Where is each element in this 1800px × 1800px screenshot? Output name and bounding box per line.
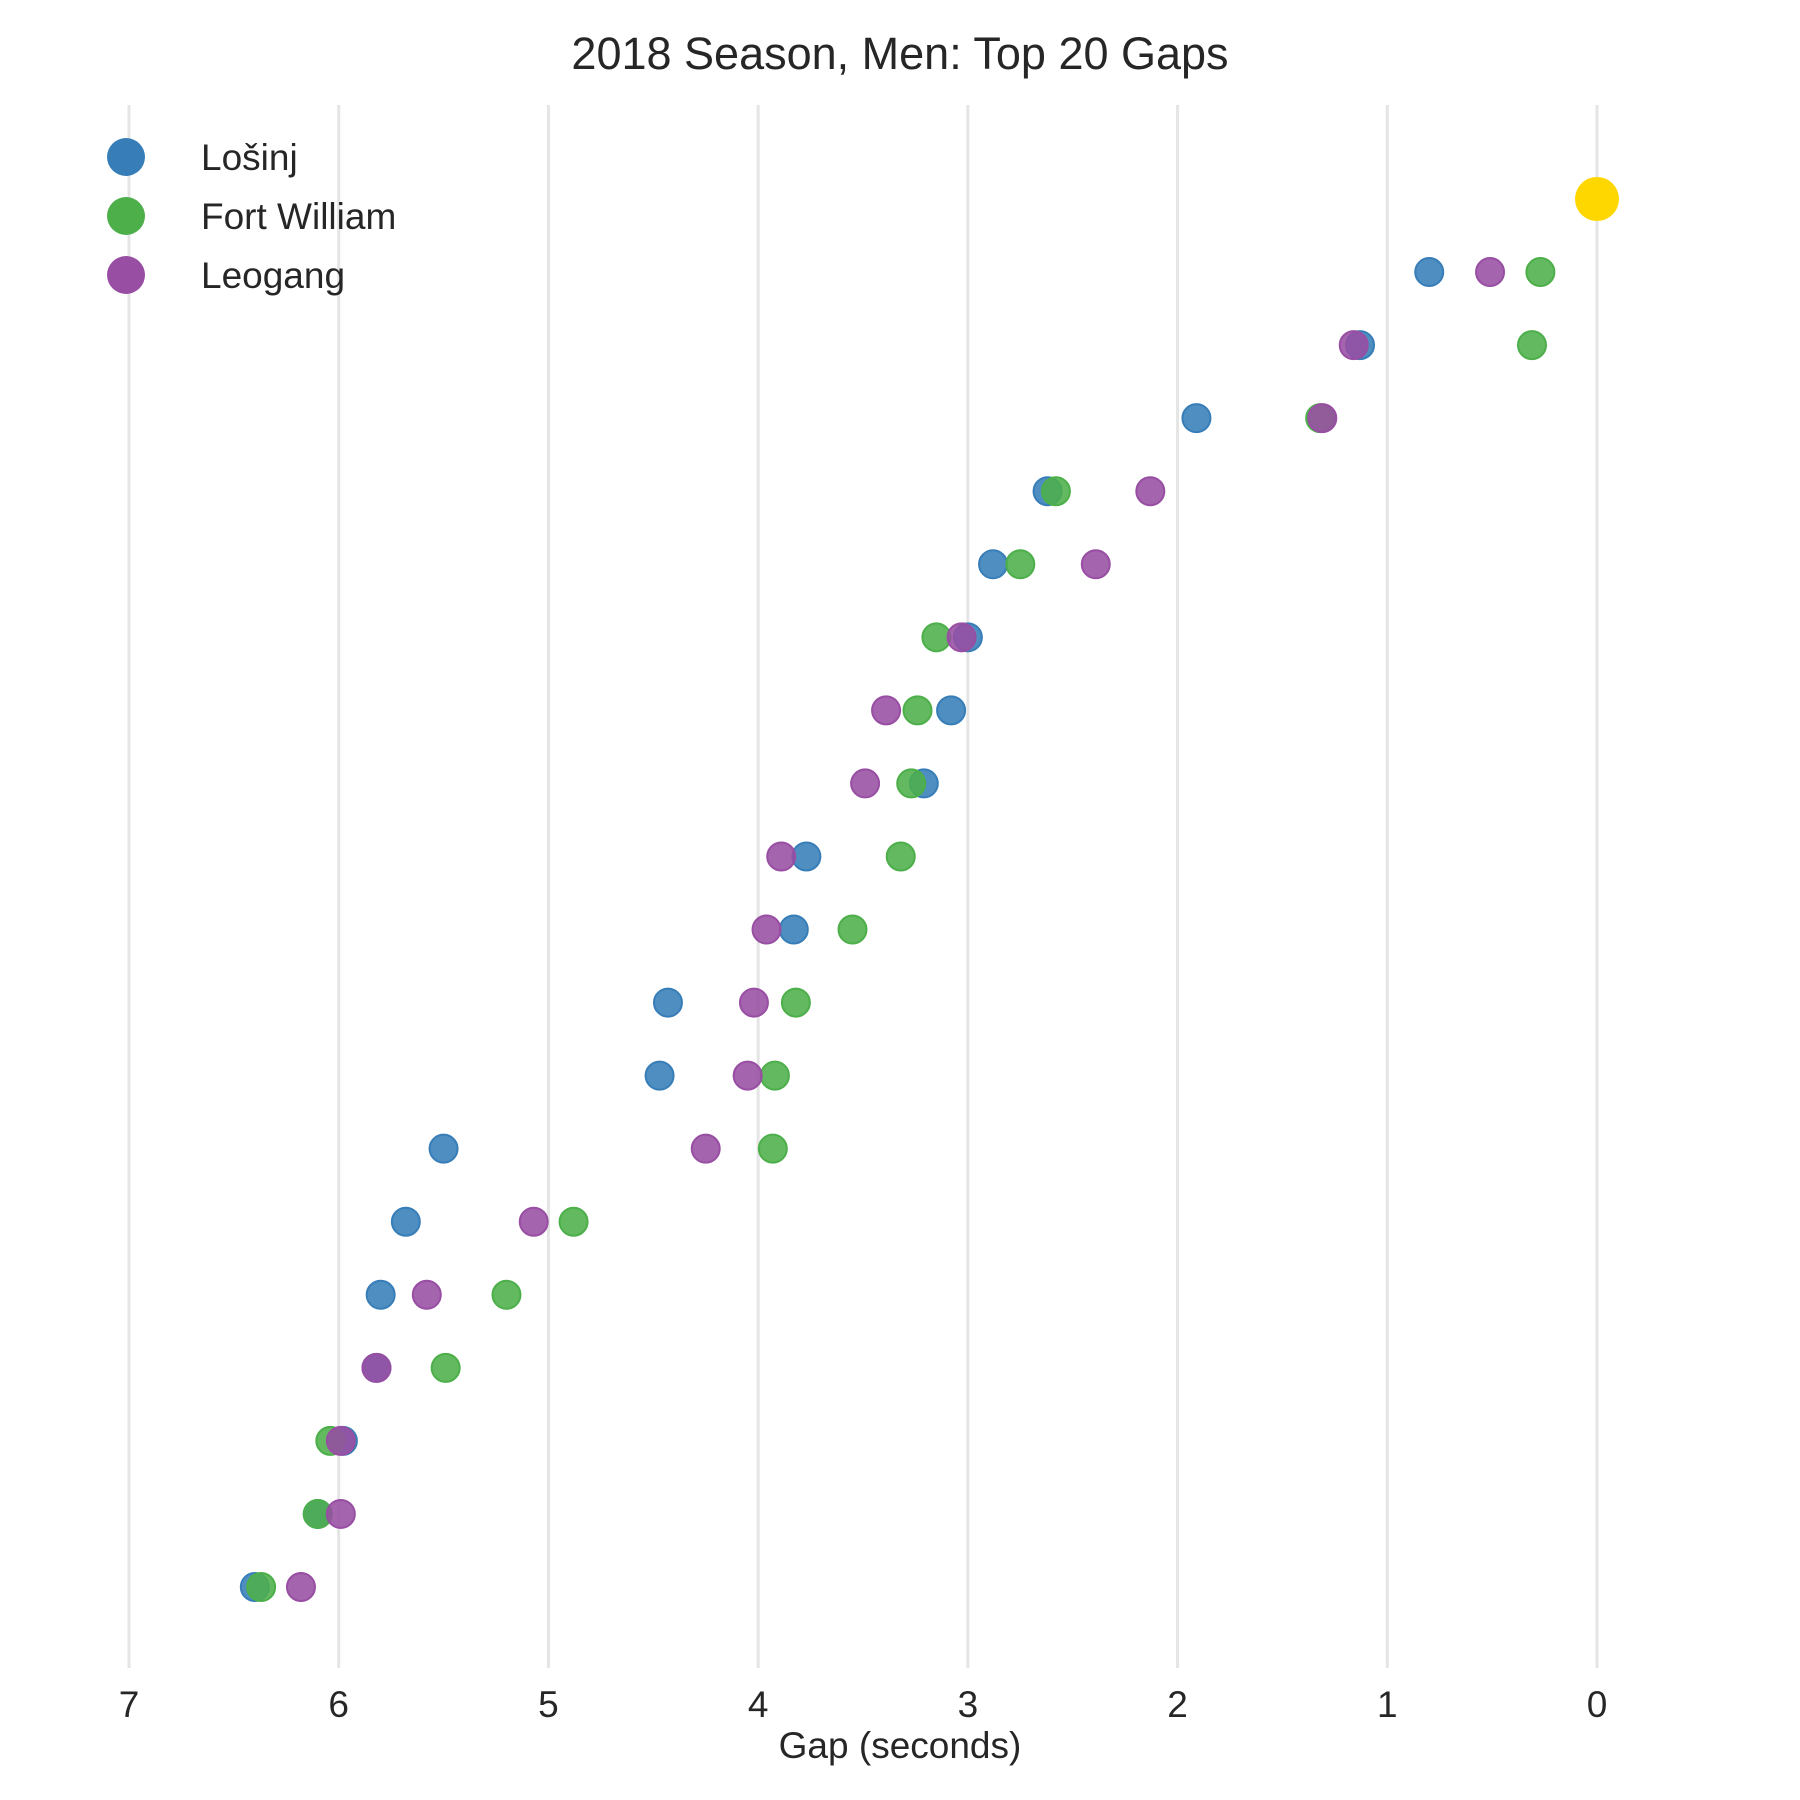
data-point xyxy=(751,914,782,945)
x-tick-label: 7 xyxy=(119,1684,140,1725)
data-point xyxy=(738,987,769,1018)
grid-lines xyxy=(127,105,1599,1668)
data-point xyxy=(1475,257,1506,288)
legend: Lošinj Fort William Leogang xyxy=(107,137,396,296)
data-point xyxy=(558,1206,589,1237)
leader-point xyxy=(1575,177,1619,221)
data-point xyxy=(885,841,916,872)
x-tick-label: 2 xyxy=(1167,1684,1188,1725)
data-point xyxy=(780,987,811,1018)
legend-marker xyxy=(107,256,145,294)
data-point xyxy=(732,1060,763,1091)
data-point xyxy=(902,695,933,726)
data-point xyxy=(1307,403,1338,434)
data-point xyxy=(365,1279,396,1310)
data-point xyxy=(361,1352,392,1383)
data-point xyxy=(871,695,902,726)
x-tick-label: 4 xyxy=(748,1684,769,1725)
data-point xyxy=(644,1060,675,1091)
data-point xyxy=(285,1572,316,1602)
data-point xyxy=(896,768,927,799)
x-tick-label: 1 xyxy=(1377,1684,1398,1725)
data-point xyxy=(1525,257,1556,288)
data-point xyxy=(1181,403,1212,434)
data-point xyxy=(759,1060,790,1091)
data-point xyxy=(921,622,952,653)
legend-marker xyxy=(107,138,145,176)
legend-label: Lošinj xyxy=(201,137,298,178)
legend-label: Leogang xyxy=(201,255,345,296)
data-point xyxy=(778,914,809,945)
legend-marker xyxy=(107,197,145,235)
data-point xyxy=(837,914,868,945)
data-point xyxy=(1080,549,1111,580)
data-point xyxy=(1005,549,1036,580)
data-point xyxy=(936,695,967,726)
data-point xyxy=(791,841,822,872)
legend-label: Fort William xyxy=(201,196,396,237)
x-tick-labels: 7 6 5 4 3 2 1 0 xyxy=(119,1684,1608,1725)
data-point xyxy=(390,1206,421,1237)
data-point xyxy=(246,1572,277,1602)
data-point xyxy=(946,622,977,653)
data-point xyxy=(1135,476,1166,507)
data-point xyxy=(652,987,683,1018)
data-point xyxy=(491,1279,522,1310)
data-point xyxy=(850,768,881,799)
data-point xyxy=(1338,330,1369,361)
data-point xyxy=(978,549,1009,580)
data-point xyxy=(1414,257,1445,288)
x-axis-label: Gap (seconds) xyxy=(778,1725,1022,1766)
data-point xyxy=(690,1133,721,1164)
data-point xyxy=(1516,330,1547,361)
x-tick-label: 6 xyxy=(328,1684,349,1725)
chart-title: 2018 Season, Men: Top 20 Gaps xyxy=(571,28,1229,79)
data-point xyxy=(518,1206,549,1237)
x-tick-label: 5 xyxy=(538,1684,559,1725)
data-point xyxy=(325,1425,356,1456)
data-point xyxy=(430,1352,461,1383)
x-tick-label: 0 xyxy=(1587,1684,1608,1725)
data-point xyxy=(766,841,797,872)
data-point xyxy=(1040,476,1071,507)
x-tick-label: 3 xyxy=(958,1684,979,1725)
data-points xyxy=(239,177,1619,1602)
data-point xyxy=(325,1498,356,1529)
data-point xyxy=(757,1133,788,1164)
data-point xyxy=(411,1279,442,1310)
data-point xyxy=(428,1133,459,1164)
